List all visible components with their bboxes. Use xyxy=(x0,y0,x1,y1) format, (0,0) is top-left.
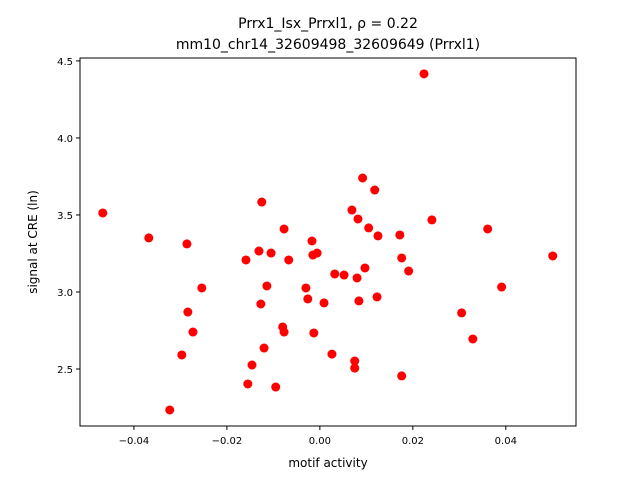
y-tick-label: 2.5 xyxy=(57,365,73,376)
chart-title-line1: Prrx1_Isx_Prrxl1, ρ = 0.22 xyxy=(238,16,418,32)
data-point xyxy=(144,233,154,243)
data-point xyxy=(354,296,364,306)
data-point xyxy=(364,223,374,233)
data-point xyxy=(457,308,467,318)
data-point xyxy=(350,363,360,373)
data-point xyxy=(483,224,493,234)
data-point xyxy=(243,379,253,389)
data-point xyxy=(497,282,507,292)
x-tick-label: 0.00 xyxy=(309,436,331,447)
plot-area xyxy=(79,57,577,427)
y-axis-label: signal at CRE (ln) xyxy=(26,190,40,294)
data-point xyxy=(266,248,276,258)
y-tick-label: 3.0 xyxy=(57,288,73,299)
data-point xyxy=(98,208,108,218)
data-point xyxy=(188,327,198,337)
data-point xyxy=(309,328,319,338)
data-point xyxy=(419,69,429,79)
data-point xyxy=(183,307,193,317)
y-tick-label: 4.0 xyxy=(57,134,73,145)
data-point xyxy=(256,299,266,309)
data-point xyxy=(397,371,407,381)
data-point xyxy=(347,205,357,215)
data-point xyxy=(427,215,437,225)
data-point xyxy=(177,350,187,360)
data-point xyxy=(327,349,337,359)
data-point xyxy=(279,327,289,337)
data-point xyxy=(352,273,362,283)
data-point xyxy=(339,270,349,280)
data-point xyxy=(319,298,329,308)
chart-title-line2: mm10_chr14_32609498_32609649 (Prrxl1) xyxy=(176,37,480,53)
data-point xyxy=(353,214,363,224)
data-point xyxy=(279,224,289,234)
data-point xyxy=(182,239,192,249)
data-point xyxy=(259,343,269,353)
data-point xyxy=(303,294,313,304)
data-point xyxy=(370,185,380,195)
data-point xyxy=(197,283,207,293)
data-point xyxy=(468,334,478,344)
data-point xyxy=(330,269,340,279)
data-point xyxy=(312,248,322,258)
x-tick-label: 0.04 xyxy=(495,436,517,447)
data-point xyxy=(247,360,257,370)
data-point xyxy=(284,255,294,265)
data-point xyxy=(358,173,368,183)
data-point xyxy=(254,246,264,256)
data-point xyxy=(373,231,383,241)
x-tick-label: 0.02 xyxy=(402,436,424,447)
data-point xyxy=(395,230,405,240)
data-point xyxy=(307,236,317,246)
data-point xyxy=(301,283,311,293)
data-point xyxy=(350,356,360,366)
data-point xyxy=(372,292,382,302)
data-point xyxy=(271,382,281,392)
data-point xyxy=(262,281,272,291)
y-tick-label: 4.5 xyxy=(57,57,73,68)
data-point xyxy=(360,263,370,273)
data-point xyxy=(548,251,558,261)
y-tick-label: 3.5 xyxy=(57,211,73,222)
x-tick-label: −0.02 xyxy=(212,436,243,447)
data-point xyxy=(165,405,175,415)
x-axis-label: motif activity xyxy=(288,456,367,470)
data-point xyxy=(397,253,407,263)
data-point xyxy=(241,255,251,265)
x-tick-label: −0.04 xyxy=(119,436,150,447)
data-point xyxy=(257,197,267,207)
data-point xyxy=(404,266,414,276)
